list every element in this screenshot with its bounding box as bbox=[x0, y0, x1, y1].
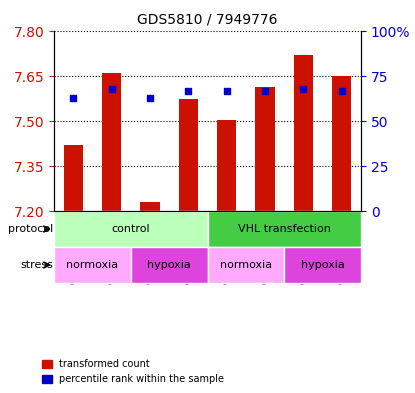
Point bbox=[262, 88, 269, 94]
Text: VHL transfection: VHL transfection bbox=[238, 224, 331, 234]
Point bbox=[185, 88, 192, 94]
Bar bbox=[140, 202, 159, 211]
FancyBboxPatch shape bbox=[284, 247, 361, 283]
Text: stress: stress bbox=[20, 260, 53, 270]
Text: protocol: protocol bbox=[8, 224, 53, 234]
FancyBboxPatch shape bbox=[54, 211, 208, 247]
Bar bbox=[217, 120, 236, 211]
Point bbox=[223, 88, 230, 94]
Point bbox=[70, 95, 76, 101]
FancyBboxPatch shape bbox=[208, 247, 284, 283]
Text: control: control bbox=[111, 224, 150, 234]
Text: normoxia: normoxia bbox=[220, 260, 272, 270]
FancyBboxPatch shape bbox=[131, 247, 208, 283]
Point bbox=[146, 95, 153, 101]
FancyBboxPatch shape bbox=[208, 211, 361, 247]
Bar bbox=[179, 99, 198, 211]
Bar bbox=[63, 145, 83, 211]
Text: hypoxia: hypoxia bbox=[301, 260, 344, 270]
Point bbox=[300, 86, 307, 92]
Title: GDS5810 / 7949776: GDS5810 / 7949776 bbox=[137, 12, 278, 26]
Bar bbox=[294, 55, 313, 211]
Point bbox=[108, 86, 115, 92]
Point bbox=[339, 88, 345, 94]
Bar bbox=[256, 87, 275, 211]
FancyBboxPatch shape bbox=[54, 247, 131, 283]
Text: hypoxia: hypoxia bbox=[147, 260, 191, 270]
Bar bbox=[332, 76, 352, 211]
Bar bbox=[102, 73, 121, 211]
Legend: transformed count, percentile rank within the sample: transformed count, percentile rank withi… bbox=[38, 356, 228, 388]
Text: normoxia: normoxia bbox=[66, 260, 118, 270]
